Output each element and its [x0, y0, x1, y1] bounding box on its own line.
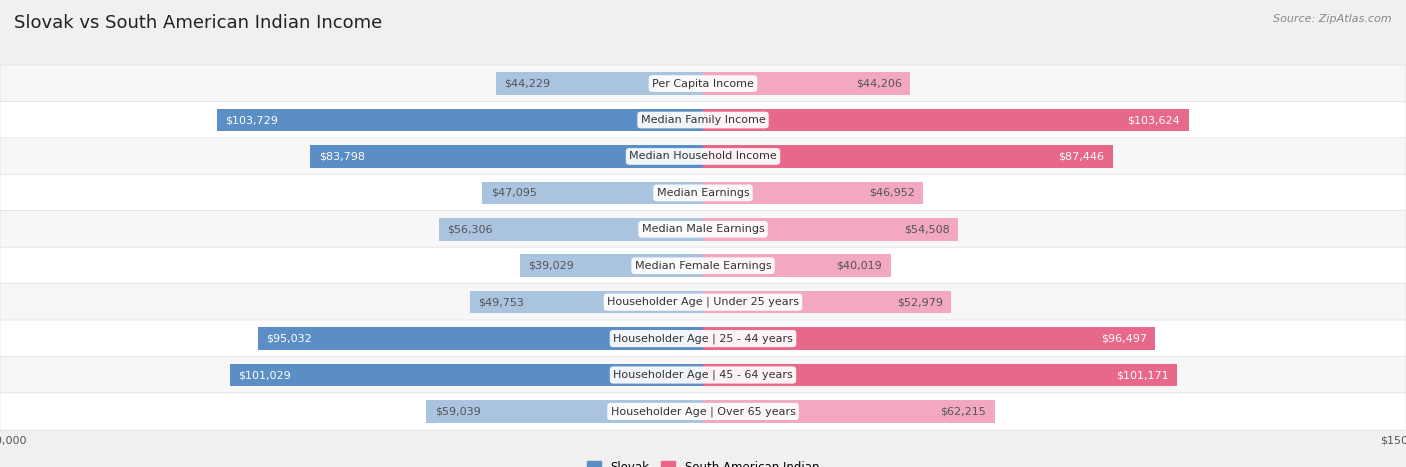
- FancyBboxPatch shape: [0, 211, 1406, 248]
- Bar: [703, 109, 1188, 131]
- Text: Per Capita Income: Per Capita Income: [652, 78, 754, 89]
- Text: $49,753: $49,753: [478, 297, 524, 307]
- Text: Median Male Earnings: Median Male Earnings: [641, 224, 765, 234]
- Text: $56,306: $56,306: [447, 224, 494, 234]
- Bar: [426, 400, 703, 423]
- Text: Median Earnings: Median Earnings: [657, 188, 749, 198]
- Bar: [703, 327, 1156, 350]
- Text: $46,952: $46,952: [869, 188, 915, 198]
- Text: Slovak vs South American Indian Income: Slovak vs South American Indian Income: [14, 14, 382, 32]
- Text: Householder Age | Over 65 years: Householder Age | Over 65 years: [610, 406, 796, 417]
- Text: Median Family Income: Median Family Income: [641, 115, 765, 125]
- Text: Median Household Income: Median Household Income: [628, 151, 778, 162]
- Text: $95,032: $95,032: [266, 333, 312, 344]
- Text: $87,446: $87,446: [1059, 151, 1104, 162]
- Bar: [496, 72, 703, 95]
- Text: Source: ZipAtlas.com: Source: ZipAtlas.com: [1274, 14, 1392, 24]
- Bar: [703, 364, 1177, 386]
- Legend: Slovak, South American Indian: Slovak, South American Indian: [582, 456, 824, 467]
- FancyBboxPatch shape: [0, 65, 1406, 102]
- Text: $101,029: $101,029: [238, 370, 291, 380]
- Text: $96,497: $96,497: [1101, 333, 1147, 344]
- Text: $62,215: $62,215: [941, 406, 986, 417]
- Text: $40,019: $40,019: [837, 261, 882, 271]
- Bar: [703, 255, 890, 277]
- FancyBboxPatch shape: [0, 283, 1406, 321]
- FancyBboxPatch shape: [0, 393, 1406, 430]
- Text: $39,029: $39,029: [529, 261, 575, 271]
- FancyBboxPatch shape: [0, 320, 1406, 357]
- Bar: [703, 291, 952, 313]
- Bar: [703, 145, 1112, 168]
- Text: Householder Age | Under 25 years: Householder Age | Under 25 years: [607, 297, 799, 307]
- Text: Median Female Earnings: Median Female Earnings: [634, 261, 772, 271]
- Bar: [520, 255, 703, 277]
- Text: $83,798: $83,798: [319, 151, 364, 162]
- FancyBboxPatch shape: [0, 356, 1406, 394]
- Text: $47,095: $47,095: [491, 188, 537, 198]
- Bar: [703, 182, 924, 204]
- Bar: [482, 182, 703, 204]
- Text: $103,624: $103,624: [1128, 115, 1180, 125]
- Text: Householder Age | 45 - 64 years: Householder Age | 45 - 64 years: [613, 370, 793, 380]
- Bar: [703, 400, 994, 423]
- Bar: [229, 364, 703, 386]
- Text: $52,979: $52,979: [897, 297, 943, 307]
- Bar: [257, 327, 703, 350]
- Text: $103,729: $103,729: [225, 115, 278, 125]
- Bar: [311, 145, 703, 168]
- FancyBboxPatch shape: [0, 101, 1406, 139]
- FancyBboxPatch shape: [0, 174, 1406, 212]
- FancyBboxPatch shape: [0, 138, 1406, 175]
- Text: Householder Age | 25 - 44 years: Householder Age | 25 - 44 years: [613, 333, 793, 344]
- Text: $44,206: $44,206: [856, 78, 901, 89]
- Bar: [217, 109, 703, 131]
- Bar: [439, 218, 703, 241]
- Text: $59,039: $59,039: [434, 406, 481, 417]
- Bar: [470, 291, 703, 313]
- Text: $44,229: $44,229: [505, 78, 550, 89]
- Text: $54,508: $54,508: [904, 224, 950, 234]
- Bar: [703, 218, 959, 241]
- Bar: [703, 72, 910, 95]
- Text: $101,171: $101,171: [1116, 370, 1168, 380]
- FancyBboxPatch shape: [0, 247, 1406, 284]
